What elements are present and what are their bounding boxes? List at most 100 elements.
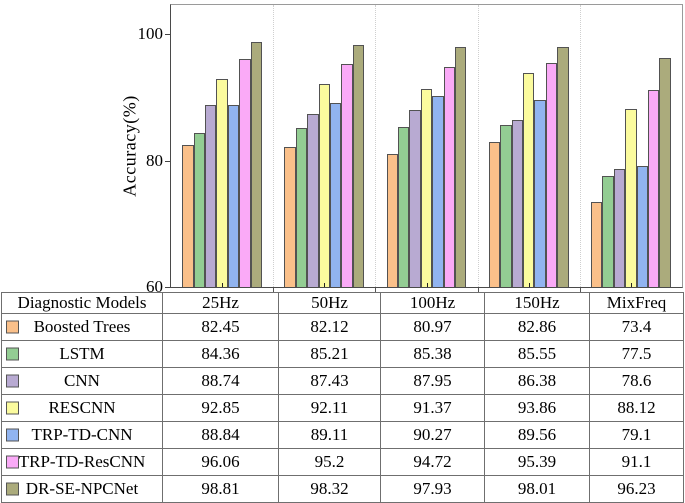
y-tick-label: 100 (137, 24, 164, 44)
accuracy-value-cell: 91.1 (589, 448, 684, 476)
model-name-cell: DR-SE-NPCNet (1, 475, 163, 503)
data-table: Diagnostic Models 25Hz 50Hz 100Hz 150Hz MixF… (1, 292, 684, 503)
model-name-cell: CNN (1, 367, 163, 395)
table-header: Diagnostic Models 25Hz 50Hz 100Hz 150Hz MixF… (1, 292, 684, 314)
legend-swatch-icon (6, 347, 19, 361)
accuracy-value-cell: 98.32 (278, 475, 381, 503)
legend-swatch-icon (6, 374, 19, 388)
accuracy-value-cell: 85.38 (380, 340, 485, 368)
table-body: Boosted Trees 82.45 82.12 80.97 82.86 73.4 LST… (1, 313, 684, 503)
table-header-150hz: 150Hz (484, 292, 590, 314)
accuracy-value-cell: 96.06 (162, 448, 279, 476)
table-header-mixfreq: MixFreq (589, 292, 684, 314)
accuracy-value-cell: 86.38 (484, 367, 590, 395)
bar-chart: Accuracy(%) 60 80 100 (119, 4, 683, 296)
table-row: CNN 88.74 87.43 87.95 86.38 78.6 (1, 367, 684, 395)
accuracy-value-cell: 88.74 (162, 367, 279, 395)
x-axis-tick (477, 288, 479, 292)
y-tick-mark (165, 287, 170, 288)
y-axis-title: Accuracy(%) (119, 95, 140, 197)
accuracy-value-cell: 87.95 (380, 367, 485, 395)
group-separator-gridline (579, 5, 581, 287)
model-name: RESCNN (48, 398, 116, 417)
accuracy-value-cell: 78.6 (589, 367, 684, 395)
model-name: CNN (64, 371, 100, 390)
accuracy-value-cell: 95.2 (278, 448, 381, 476)
model-name: LSTM (59, 344, 105, 363)
y-tick-label: 80 (146, 150, 163, 170)
x-axis-center-tick (426, 283, 428, 287)
accuracy-value-cell: 98.81 (162, 475, 279, 503)
bar-lstm-100hz (398, 126, 410, 287)
accuracy-value-cell: 87.43 (278, 367, 381, 395)
model-name-cell: TRP-TD-CNN (1, 421, 163, 449)
legend-swatch-icon (6, 320, 19, 334)
accuracy-value-cell: 95.39 (484, 448, 590, 476)
x-axis-center-tick (630, 283, 632, 287)
table-row: LSTM 84.36 85.21 85.38 85.55 77.5 (1, 340, 684, 368)
table-row: RESCNN 92.85 92.11 91.37 93.86 88.12 (1, 394, 684, 422)
accuracy-value-cell: 85.55 (484, 340, 590, 368)
bar-boosted-trees-100hz (386, 154, 398, 287)
table-header-row: Diagnostic Models 25Hz 50Hz 100Hz 150Hz MixF… (1, 292, 684, 314)
accuracy-value-cell: 79.1 (589, 421, 684, 449)
accuracy-value-cell: 85.21 (278, 340, 381, 368)
accuracy-value-cell: 92.85 (162, 394, 279, 422)
bar-trp-td-rescnn-mixfreq (648, 90, 660, 287)
bar-cnn-150hz (511, 120, 523, 287)
table-row: TRP-TD-ResCNN 96.06 95.2 94.72 95.39 91.1 (1, 448, 684, 476)
accuracy-value-cell: 73.4 (589, 313, 684, 341)
model-name: TRP-TD-ResCNN (18, 452, 146, 471)
accuracy-value-cell: 96.23 (589, 475, 684, 503)
accuracy-value-cell: 88.84 (162, 421, 279, 449)
bar-boosted-trees-50hz (284, 147, 296, 287)
table-row: TRP-TD-CNN 88.84 89.11 90.27 89.56 79.1 (1, 421, 684, 449)
accuracy-value-cell: 94.72 (380, 448, 485, 476)
bar-rescnn-50hz (318, 83, 330, 287)
bar-rescnn-mixfreq (625, 109, 637, 287)
legend-swatch-icon (6, 401, 19, 415)
bar-trp-td-cnn-mixfreq (636, 166, 648, 287)
bar-cnn-mixfreq (613, 169, 626, 287)
accuracy-value-cell: 90.27 (380, 421, 485, 449)
accuracy-value-cell: 82.86 (484, 313, 590, 341)
table-header-25hz: 25Hz (162, 292, 279, 314)
bar-trp-td-rescnn-150hz (545, 63, 558, 287)
bar-lstm-150hz (500, 125, 512, 287)
model-name-cell: TRP-TD-ResCNN (1, 448, 163, 476)
y-tick-mark (165, 160, 170, 162)
legend-swatch-icon (6, 482, 19, 496)
bar-rescnn-100hz (420, 88, 433, 287)
legend-swatch-icon (6, 428, 19, 442)
bar-trp-td-cnn-150hz (534, 100, 546, 287)
bar-trp-td-rescnn-100hz (443, 67, 455, 287)
accuracy-value-cell: 82.12 (278, 313, 381, 341)
accuracy-value-cell: 97.93 (380, 475, 485, 503)
model-name: TRP-TD-CNN (31, 425, 133, 444)
accuracy-value-cell: 82.45 (162, 313, 279, 341)
plot-area (170, 4, 683, 288)
bar-trp-td-cnn-25hz (227, 104, 240, 287)
accuracy-value-cell: 88.12 (589, 394, 684, 422)
accuracy-value-cell: 77.5 (589, 340, 684, 368)
accuracy-value-cell: 84.36 (162, 340, 279, 368)
bar-cnn-25hz (205, 105, 217, 287)
group-separator-gridline (375, 5, 377, 287)
bar-dr-se-npcnet-50hz (352, 44, 365, 287)
y-tick-label: 60 (146, 277, 163, 296)
model-name: DR-SE-NPCNet (25, 479, 139, 498)
x-axis-center-tick (528, 283, 530, 287)
bar-rescnn-25hz (216, 79, 228, 287)
accuracy-value-cell: 93.86 (484, 394, 590, 422)
x-axis-tick (579, 288, 581, 292)
x-axis-center-tick (324, 283, 326, 287)
bar-lstm-50hz (295, 127, 308, 287)
bar-trp-td-cnn-100hz (432, 95, 444, 287)
bar-lstm-mixfreq (602, 176, 614, 287)
table-row: Boosted Trees 82.45 82.12 80.97 82.86 73.4 (1, 313, 684, 341)
model-name-cell: RESCNN (1, 394, 163, 422)
table-header-50hz: 50Hz (278, 292, 381, 314)
bar-trp-td-cnn-50hz (330, 102, 342, 287)
table-header-100hz: 100Hz (380, 292, 485, 314)
